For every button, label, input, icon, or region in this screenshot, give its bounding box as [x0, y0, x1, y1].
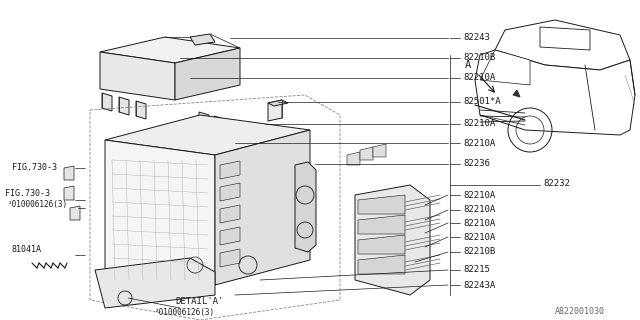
Polygon shape	[220, 183, 240, 201]
Polygon shape	[199, 112, 209, 126]
Polygon shape	[220, 249, 240, 267]
Polygon shape	[347, 152, 360, 165]
Text: FIG.730-3: FIG.730-3	[5, 188, 50, 197]
Text: 82215: 82215	[463, 266, 490, 275]
Text: FIG.730-3: FIG.730-3	[12, 164, 57, 172]
Text: 82210A: 82210A	[463, 74, 495, 83]
Polygon shape	[358, 195, 405, 214]
Polygon shape	[190, 34, 215, 45]
Polygon shape	[513, 90, 520, 97]
Text: ²010006126(3): ²010006126(3)	[155, 308, 215, 316]
Polygon shape	[360, 147, 373, 160]
Polygon shape	[480, 50, 530, 85]
Polygon shape	[105, 140, 215, 285]
Text: 82210A: 82210A	[463, 139, 495, 148]
Polygon shape	[102, 93, 112, 111]
Text: A: A	[465, 60, 471, 70]
Polygon shape	[100, 37, 240, 63]
Polygon shape	[495, 20, 630, 70]
Polygon shape	[119, 97, 129, 115]
Polygon shape	[475, 50, 635, 135]
Text: 82501*A: 82501*A	[463, 98, 500, 107]
Text: 82210A: 82210A	[463, 190, 495, 199]
Text: 82243A: 82243A	[463, 281, 495, 290]
Polygon shape	[358, 235, 405, 254]
Polygon shape	[220, 205, 240, 223]
Polygon shape	[136, 101, 146, 119]
Polygon shape	[355, 185, 430, 295]
Text: 82243: 82243	[463, 34, 490, 43]
Polygon shape	[220, 161, 240, 179]
Polygon shape	[70, 206, 80, 220]
Polygon shape	[64, 166, 74, 180]
Polygon shape	[358, 215, 405, 234]
Polygon shape	[268, 100, 288, 106]
Polygon shape	[231, 120, 241, 134]
Text: 82210B: 82210B	[463, 53, 495, 62]
Polygon shape	[540, 27, 590, 50]
Polygon shape	[220, 227, 240, 245]
Text: 82210A: 82210A	[463, 233, 495, 242]
Polygon shape	[175, 48, 240, 100]
Text: 82210A: 82210A	[463, 119, 495, 129]
Polygon shape	[105, 115, 310, 155]
Polygon shape	[373, 144, 386, 157]
Polygon shape	[100, 52, 175, 100]
Polygon shape	[215, 130, 310, 285]
Text: ²010006126(3): ²010006126(3)	[8, 201, 68, 210]
Polygon shape	[358, 255, 405, 274]
Text: 81041A: 81041A	[12, 245, 42, 254]
Text: 82210A: 82210A	[463, 205, 495, 214]
Polygon shape	[64, 186, 74, 200]
Text: 82210B: 82210B	[463, 247, 495, 257]
Text: 82210A: 82210A	[463, 219, 495, 228]
Polygon shape	[214, 116, 224, 130]
Polygon shape	[268, 100, 282, 121]
Text: A822001030: A822001030	[555, 308, 605, 316]
Polygon shape	[295, 162, 316, 252]
Text: 82232: 82232	[543, 180, 570, 188]
Text: 82236: 82236	[463, 159, 490, 169]
Text: DETAIL'A': DETAIL'A'	[176, 298, 224, 307]
Polygon shape	[95, 258, 215, 308]
